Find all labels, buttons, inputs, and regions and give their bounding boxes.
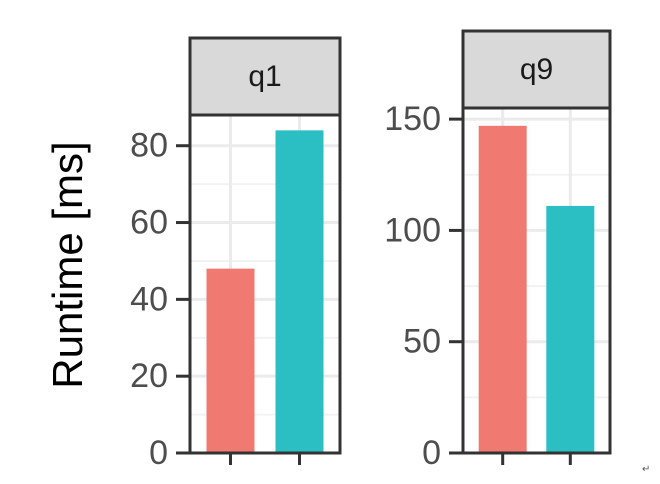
y-tick-label-q9: 150 <box>384 100 441 138</box>
bar-q1-1 <box>206 268 255 453</box>
bar-q9-2 <box>546 205 595 453</box>
y-tick-label-q1: 0 <box>149 434 168 472</box>
y-tick-label-q1: 80 <box>130 127 168 165</box>
y-tick-label-q9: 0 <box>422 434 441 472</box>
y-tick-label-q9: 50 <box>403 323 441 361</box>
y-tick-label-q9: 100 <box>384 211 441 249</box>
return-mark-glyph: ↵ <box>642 464 650 475</box>
y-axis-label: Runtime [ms] <box>44 141 91 388</box>
y-tick-label-q1: 20 <box>130 357 168 395</box>
facet-strip-q9 <box>461 29 612 110</box>
bar-q9-1 <box>478 125 527 453</box>
facet-strip-q1 <box>188 36 342 117</box>
y-tick-label-q1: 60 <box>130 204 168 242</box>
facet-label-q1: q1 <box>248 60 281 93</box>
y-tick-label-q1: 40 <box>130 280 168 318</box>
facet-label-q9: q9 <box>520 53 553 86</box>
bar-q1-2 <box>275 130 324 453</box>
